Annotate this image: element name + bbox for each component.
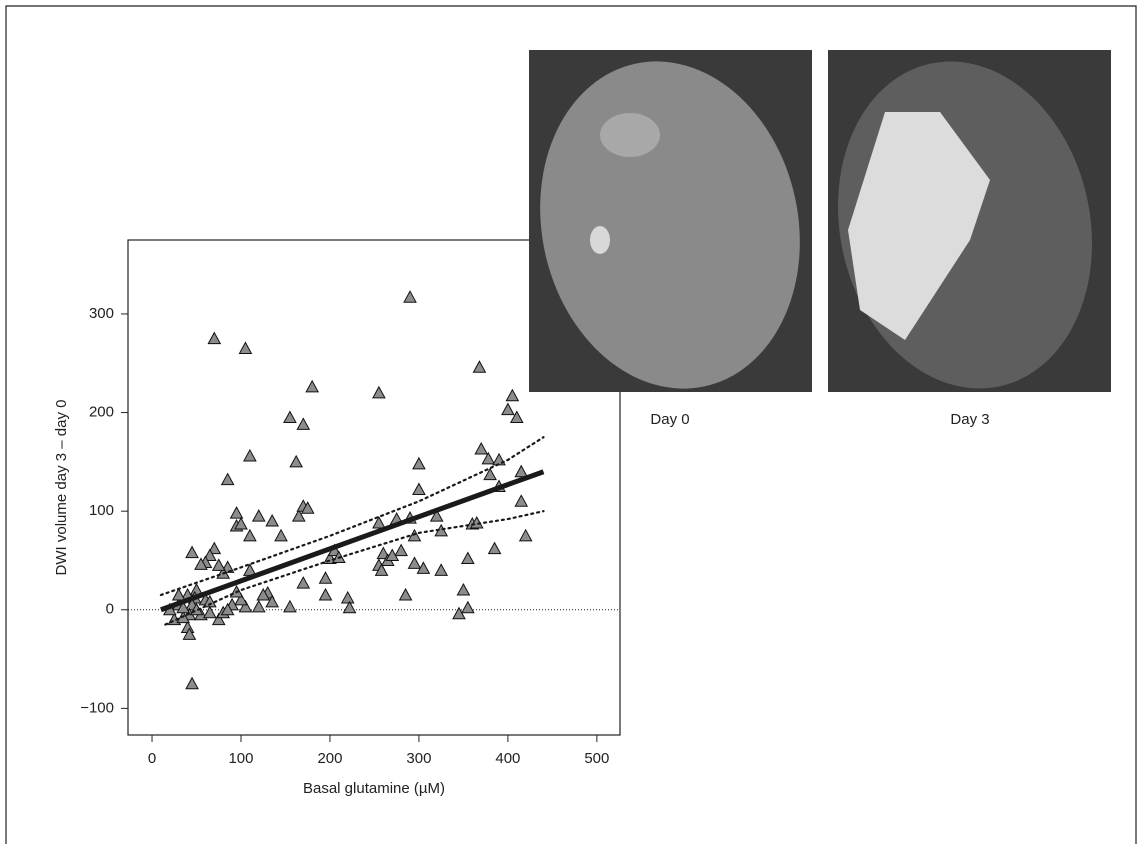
marker	[185, 676, 199, 690]
x-axis-label: Basal glutamine (µM)	[303, 780, 445, 797]
fit-line	[160, 469, 545, 613]
marker	[176, 600, 191, 614]
marker	[296, 576, 311, 589]
marker	[385, 548, 400, 562]
marker	[318, 571, 333, 584]
marker	[265, 594, 279, 608]
frame	[5, 5, 1137, 844]
marker	[514, 494, 529, 507]
marker	[220, 602, 235, 616]
marker	[412, 482, 426, 495]
marker	[394, 543, 408, 557]
marker	[342, 600, 357, 614]
fit-line	[159, 436, 545, 597]
mri-day0	[529, 50, 812, 392]
marker	[251, 599, 266, 613]
marker	[274, 528, 288, 542]
marker	[483, 467, 497, 481]
marker	[207, 331, 222, 345]
marker	[251, 509, 266, 522]
marker	[207, 541, 222, 555]
marker	[514, 464, 529, 478]
x-tick-label: 0	[148, 750, 156, 767]
marker	[434, 563, 449, 576]
marker	[487, 541, 502, 555]
marker	[518, 528, 533, 542]
marker	[412, 456, 426, 470]
marker	[234, 592, 248, 606]
marker	[238, 341, 253, 354]
marker	[256, 587, 271, 601]
marker	[372, 385, 386, 399]
caption: Day 0	[650, 411, 689, 428]
marker	[403, 290, 417, 303]
marker	[481, 451, 496, 465]
marker	[229, 506, 244, 519]
marker	[461, 600, 475, 614]
marker	[234, 516, 248, 530]
marker	[211, 558, 226, 571]
marker	[203, 548, 217, 562]
marker	[429, 509, 444, 522]
marker	[296, 417, 311, 430]
y-tick-label: 0	[106, 601, 114, 618]
marker	[374, 563, 389, 576]
marker	[407, 556, 422, 569]
marker	[203, 605, 217, 619]
marker	[474, 441, 489, 455]
marker	[238, 599, 253, 613]
marker	[509, 410, 524, 423]
y-tick-label: 300	[89, 305, 114, 322]
marker	[265, 513, 279, 527]
y-tick-label: 200	[89, 404, 114, 421]
y-tick-label: 100	[89, 502, 114, 519]
marker	[243, 448, 257, 462]
marker	[456, 583, 471, 596]
x-tick-label: 500	[584, 750, 609, 767]
marker	[305, 379, 320, 393]
marker	[194, 557, 208, 570]
marker	[182, 627, 197, 640]
marker	[220, 472, 235, 486]
marker	[171, 587, 186, 601]
marker	[211, 612, 226, 626]
caption: Day 3	[950, 411, 989, 428]
marker	[300, 501, 315, 514]
marker	[243, 528, 257, 542]
y-tick-label: −100	[80, 699, 114, 716]
marker	[318, 587, 333, 601]
marker	[340, 590, 355, 604]
x-tick-label: 300	[406, 750, 431, 767]
marker	[185, 545, 199, 559]
fit-line	[164, 510, 545, 626]
marker	[376, 546, 391, 560]
marker	[398, 587, 413, 601]
mri-day3	[828, 50, 1111, 392]
marker	[472, 360, 487, 373]
marker	[283, 410, 297, 423]
marker	[291, 509, 306, 522]
marker	[505, 388, 520, 402]
x-tick-label: 100	[228, 750, 253, 767]
marker	[461, 551, 475, 564]
marker	[283, 599, 297, 613]
marker	[372, 515, 386, 529]
marker	[289, 454, 303, 468]
x-tick-label: 200	[317, 750, 342, 767]
y-axis-label: DWI volume day 3 – day 0	[53, 400, 70, 576]
x-tick-label: 400	[495, 750, 520, 767]
marker	[501, 402, 515, 416]
marker	[416, 561, 431, 574]
